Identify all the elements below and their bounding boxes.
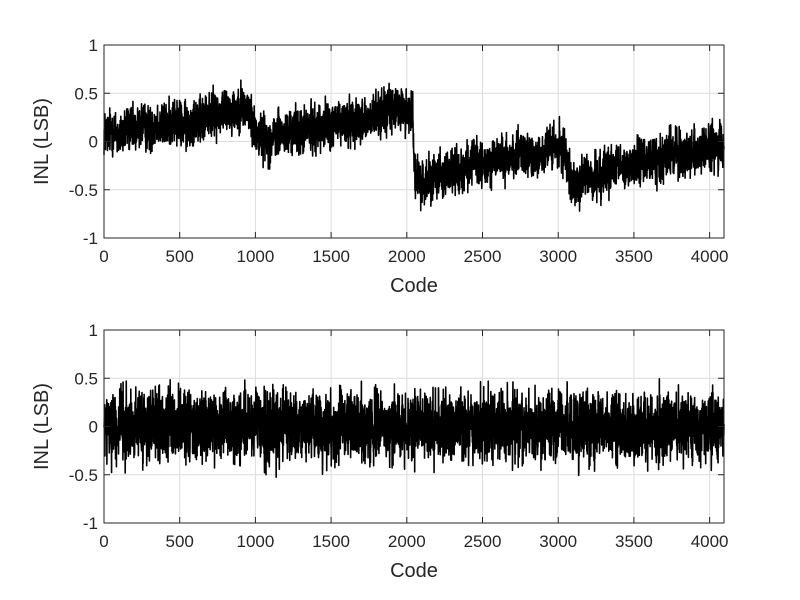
y-tick-label: -0.5 <box>69 181 98 200</box>
x-tick-label: 500 <box>166 532 194 551</box>
x-tick-label: 2000 <box>388 247 426 266</box>
y-tick-label: 0.5 <box>74 84 98 103</box>
x-tick-label: 4000 <box>691 532 729 551</box>
y-axis-label: INL (LSB) <box>31 383 53 470</box>
x-tick-label: 1500 <box>312 532 350 551</box>
x-tick-label: 1000 <box>236 247 274 266</box>
x-tick-label: 0 <box>99 247 108 266</box>
y-tick-label: 0 <box>89 418 98 437</box>
x-tick-label: 3500 <box>615 532 653 551</box>
x-tick-label: 1000 <box>236 532 274 551</box>
x-tick-label: 4000 <box>691 247 729 266</box>
x-tick-label: 0 <box>99 532 108 551</box>
x-tick-label: 1500 <box>312 247 350 266</box>
x-tick-label: 500 <box>166 247 194 266</box>
x-tick-label: 2000 <box>388 532 426 551</box>
inl-panel-bottom: 0 500 1000 1500 2000 2500 3000 3500 4000 -1 -0.5 0 0… <box>31 321 729 582</box>
x-axis-label: Code <box>390 275 438 297</box>
x-tick-label: 2500 <box>464 532 502 551</box>
y-tick-label: -0.5 <box>69 466 98 485</box>
y-tick-label: -1 <box>83 229 98 248</box>
inl-series-line <box>103 377 725 478</box>
inl-panel-top: 0 500 1000 1500 2000 2500 3000 3500 4000 -1 -0.5 0 0… <box>31 36 729 297</box>
y-tick-label: 0 <box>89 133 98 152</box>
y-tick-label: 1 <box>89 36 98 55</box>
x-tick-label: 3000 <box>539 247 577 266</box>
y-tick-label: 1 <box>89 321 98 340</box>
y-tick-label: 0.5 <box>74 369 98 388</box>
y-axis-label: INL (LSB) <box>31 98 53 185</box>
inl-series-line <box>103 79 725 212</box>
x-tick-label: 3000 <box>539 532 577 551</box>
y-tick-label: -1 <box>83 514 98 533</box>
x-tick-label: 3500 <box>615 247 653 266</box>
x-axis-label: Code <box>390 560 438 582</box>
x-tick-label: 2500 <box>464 247 502 266</box>
